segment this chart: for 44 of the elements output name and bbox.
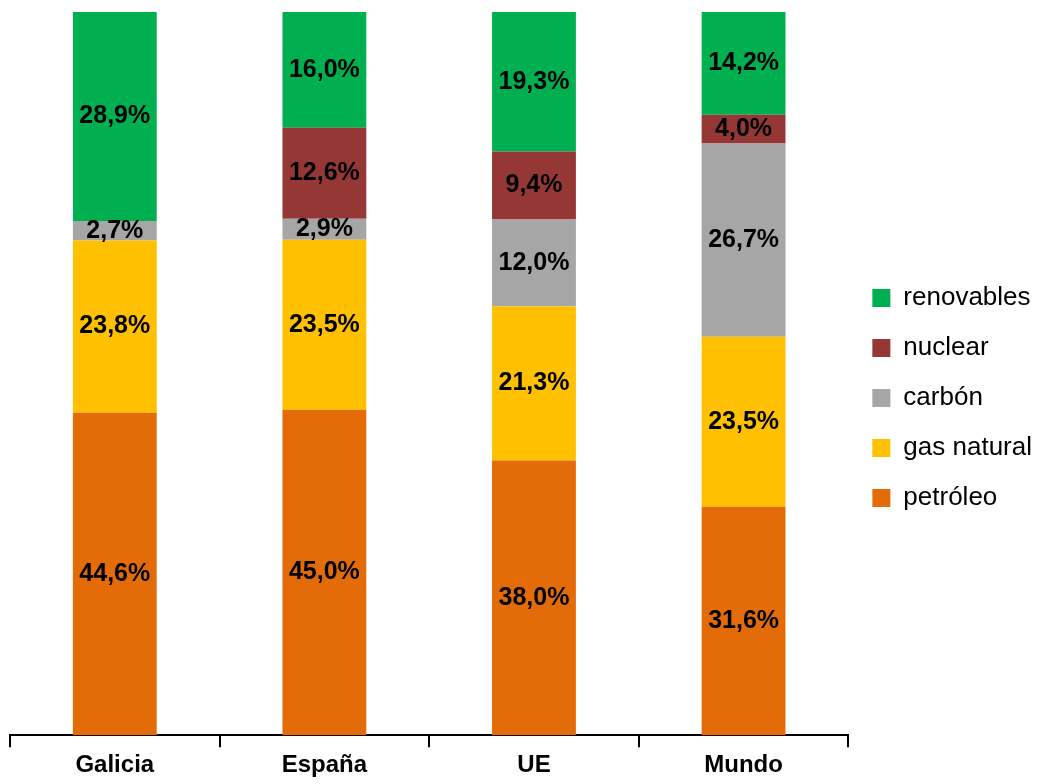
legend-label: renovables — [903, 281, 1031, 312]
data-label: 38,0% — [498, 581, 570, 610]
data-label: 23,5% — [708, 405, 780, 434]
data-label: 12,0% — [498, 246, 570, 275]
data-label: 44,6% — [79, 557, 151, 586]
legend-label: gas natural — [903, 431, 1033, 462]
data-label: 26,7% — [708, 224, 780, 253]
data-label: 12,6% — [288, 157, 360, 186]
data-label: 2,7% — [86, 214, 144, 243]
bar — [282, 409, 367, 736]
bar — [492, 219, 576, 307]
x-tick-label: Mundo — [704, 750, 783, 778]
x-tick-label: España — [281, 750, 368, 778]
data-label: 9,4% — [505, 169, 563, 198]
legend-label: carbón — [903, 381, 983, 412]
data-label: 23,5% — [288, 308, 360, 337]
bar — [282, 12, 367, 128]
data-label: 14,2% — [708, 47, 780, 76]
bar — [701, 12, 786, 115]
bar — [72, 240, 157, 413]
bar — [701, 336, 786, 507]
data-label: 19,3% — [498, 65, 570, 94]
x-tick-label: Galicia — [75, 750, 155, 778]
data-label: 28,9% — [79, 100, 151, 129]
bar — [72, 412, 157, 736]
data-label: 45,0% — [288, 556, 360, 585]
data-label: 31,6% — [708, 604, 780, 633]
bar — [72, 12, 157, 222]
bar — [492, 460, 576, 736]
bar — [282, 127, 367, 219]
data-label: 23,8% — [79, 310, 151, 339]
data-label: 16,0% — [288, 53, 360, 82]
legend-label: nuclear — [903, 331, 989, 362]
data-label: 21,3% — [498, 367, 570, 396]
bar — [701, 143, 786, 337]
data-label: 2,9% — [295, 213, 353, 242]
bar — [282, 239, 367, 410]
x-tick-label: UE — [517, 750, 551, 778]
legend-label: petróleo — [903, 481, 998, 512]
bar — [492, 12, 576, 152]
data-label: 4,0% — [715, 113, 773, 142]
bar — [701, 506, 786, 736]
bar — [492, 306, 576, 461]
bar — [492, 151, 576, 220]
